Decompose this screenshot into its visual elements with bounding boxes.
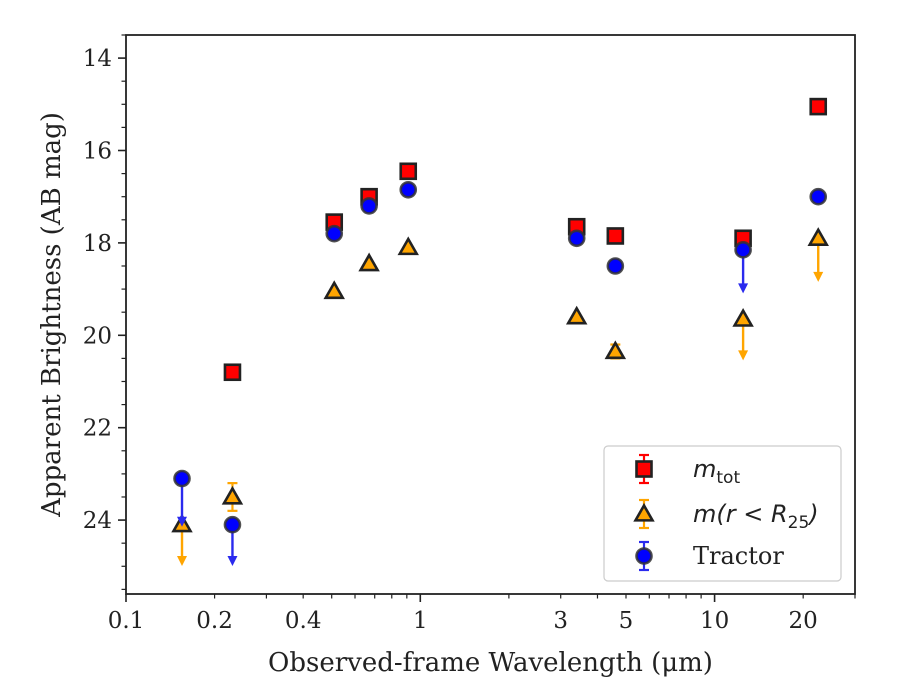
square-marker (399, 162, 418, 181)
upper-limit-arrowhead (227, 555, 238, 566)
data-point (325, 224, 344, 243)
y-tick-label: 18 (83, 231, 112, 257)
data-point (809, 97, 828, 116)
triangle-marker (633, 502, 655, 522)
x-tick-label: 1 (413, 608, 428, 634)
circle-marker (734, 241, 752, 259)
x-tick-label: 0.1 (108, 608, 145, 634)
data-point (567, 229, 586, 248)
data-point (606, 257, 625, 275)
y-tick-label: 24 (83, 508, 112, 534)
square-marker (635, 460, 653, 478)
legend-label: mtot (693, 455, 740, 488)
triangle-marker (565, 305, 588, 325)
data-marks (171, 97, 829, 566)
triangle-marker (732, 307, 754, 327)
data-point (399, 180, 418, 199)
upper-limit-arrowhead (177, 555, 188, 566)
data-point (565, 305, 588, 325)
legend-label: Tractor (693, 542, 784, 570)
triangle-marker (358, 252, 380, 272)
legend-label: m(r < R25) (693, 500, 819, 533)
data-point (604, 340, 627, 360)
data-point (606, 227, 625, 245)
data-point (809, 187, 828, 206)
circle-marker (809, 187, 828, 206)
circle-marker (360, 197, 378, 215)
x-tick-label: 20 (789, 608, 818, 634)
square-marker (606, 227, 625, 245)
upper-limit-arrowhead (738, 283, 749, 294)
upper-limit-arrowhead (177, 516, 188, 527)
legend-box (603, 445, 842, 582)
data-point (221, 482, 244, 512)
triangle-marker (323, 280, 345, 300)
data-point (397, 236, 419, 256)
circle-marker (223, 515, 242, 534)
data-point (360, 197, 378, 215)
y-tick-label: 20 (83, 323, 112, 349)
upper-limit-arrowhead (738, 350, 749, 361)
legend: mtot m(r < R25) Tractor (603, 445, 842, 582)
data-point (734, 241, 752, 294)
circle-marker (325, 224, 344, 243)
triangle-marker (397, 236, 419, 256)
upper-limit-arrowhead (813, 271, 824, 282)
data-point (173, 469, 191, 527)
square-marker (809, 97, 828, 116)
circle-marker (606, 257, 625, 275)
data-point (399, 162, 418, 181)
data-point (358, 252, 380, 272)
data-point (807, 227, 829, 282)
circle-marker (635, 547, 653, 565)
data-point (223, 363, 242, 382)
legend-entry: mtot (635, 453, 740, 488)
x-tick-label: 0.2 (196, 608, 233, 634)
triangle-marker (807, 227, 829, 246)
y-tick-label: 22 (83, 416, 112, 442)
x-tick-label: 3 (553, 608, 568, 634)
triangle-marker (221, 485, 244, 505)
x-tick-label: 5 (619, 608, 634, 634)
y-axis-title: Apparent Brightness (AB mag) (37, 112, 67, 518)
x-tick-label: 0.4 (285, 608, 322, 634)
y-tick-label: 14 (83, 46, 112, 72)
circle-marker (173, 469, 191, 488)
series-triangle (171, 227, 829, 566)
triangle-marker (604, 340, 627, 360)
legend-entry: Tractor (635, 540, 784, 572)
circle-marker (567, 229, 586, 248)
circle-marker (399, 180, 418, 199)
plot-area-frame (125, 34, 856, 595)
data-point (223, 515, 242, 566)
data-point (732, 307, 754, 361)
y-tick-label: 16 (83, 138, 112, 164)
x-axis-title: Observed-frame Wavelength (μm) (268, 648, 713, 678)
tick-labels: 0.1 0.2 0.4 1 3 5 10 20 14 16 18 20 22 24 (83, 46, 818, 634)
series-square (223, 97, 828, 382)
square-marker (223, 363, 242, 382)
legend-entry: m(r < R25) (633, 498, 819, 533)
series-circle (173, 180, 828, 566)
x-tick-label: 10 (700, 608, 729, 634)
data-point (323, 280, 345, 300)
